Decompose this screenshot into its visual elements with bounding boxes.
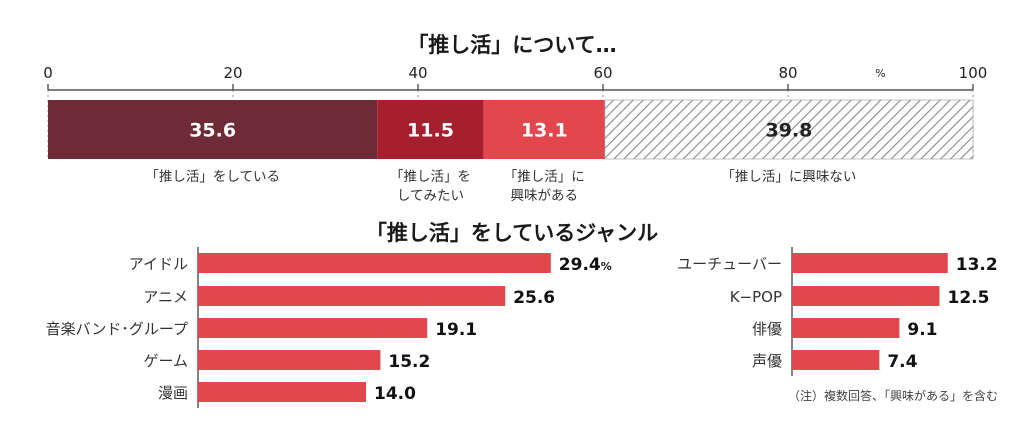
genre-bar [792, 286, 940, 306]
genre-bar [198, 382, 366, 402]
stacked-segment [483, 100, 605, 159]
axis-tick-label: 100 [959, 64, 988, 82]
genre-value-label: 13.2 [956, 255, 998, 275]
stacked-chart-axis: 0 20 40 60 80 100% [43, 64, 987, 159]
genre-bar [198, 286, 506, 306]
genre-category-label: アニメ [143, 288, 188, 306]
genre-category-label: 俳優 [752, 320, 782, 338]
genre-value-label: 9.1 [907, 320, 937, 340]
stacked-segment [377, 100, 484, 159]
genre-value-label: 19.1 [435, 320, 477, 340]
genre-bar [792, 350, 880, 370]
genre-value-label: 15.2 [388, 352, 430, 372]
genre-category-label: ゲーム [143, 352, 188, 370]
genre-chart-title: 「推し活」をしているジャンル [366, 221, 658, 245]
stacked-segment [48, 100, 378, 159]
axis-unit: % [875, 67, 885, 80]
segment-value-label: 11.5 [407, 120, 454, 142]
stacked-chart: 「推し活」について… 0 20 40 60 80 100% 35.6 11.5 13.1 39.… [43, 33, 987, 204]
segment-category-label: 「推し活」に興味ない [721, 169, 856, 185]
segment-category-label: 「推し活」を [390, 169, 471, 185]
stacked-chart-title: 「推し活」について… [407, 33, 616, 57]
genre-category-label: 声優 [752, 352, 782, 370]
segment-category-label: 「推し活」をしている [145, 169, 280, 185]
genre-bar [198, 253, 551, 273]
genre-value-unit: % [601, 260, 612, 273]
genre-value-label: 12.5 [948, 288, 990, 308]
genre-value-label: 14.0 [374, 384, 416, 404]
genre-bar [792, 253, 948, 273]
genre-note: （注）複数回答、「興味がある」を含む [788, 388, 998, 403]
axis-tick-label: 60 [593, 64, 612, 82]
genre-value-label: 7.4 [887, 352, 917, 372]
segment-category-label: 興味がある [511, 188, 579, 204]
genre-panel-right: ユーチューバー 13.2 K−POP 12.5 俳優 9.1 声優 7.4 [677, 247, 998, 376]
segment-category-label: 「推し活」に [504, 169, 585, 185]
genre-bar [792, 318, 900, 338]
axis-tick-label: 80 [778, 64, 797, 82]
genre-value-label: 25.6 [513, 288, 555, 308]
stacked-chart-segments: 35.6 11.5 13.1 39.8 [48, 99, 974, 160]
axis-tick-label: 20 [223, 64, 242, 82]
genre-chart: 「推し活」をしているジャンル アイドル 29.4% アニメ 25.6 音楽バンド･グルー… [46, 221, 998, 408]
stacked-segment [604, 99, 974, 160]
genre-category-label: ユーチューバー [677, 255, 782, 273]
axis-tick-label: 0 [43, 64, 53, 82]
genre-bar [198, 350, 381, 370]
genre-bar [198, 318, 428, 338]
genre-panel-left: アイドル 29.4% アニメ 25.6 音楽バンド･グループ 19.1 ゲーム 15.2 漫画 1… [46, 247, 612, 408]
segment-value-label: 13.1 [521, 120, 568, 142]
segment-value-label: 35.6 [189, 120, 236, 142]
genre-category-label: K−POP [730, 288, 782, 306]
genre-category-label: 音楽バンド･グループ [46, 320, 188, 338]
genre-value-label: 29.4% [559, 255, 612, 275]
genre-category-label: 漫画 [158, 384, 188, 402]
axis-tick-label: 40 [408, 64, 427, 82]
segment-category-label: してみたい [397, 188, 464, 204]
genre-category-label: アイドル [129, 255, 188, 273]
segment-value-label: 39.8 [765, 120, 812, 142]
